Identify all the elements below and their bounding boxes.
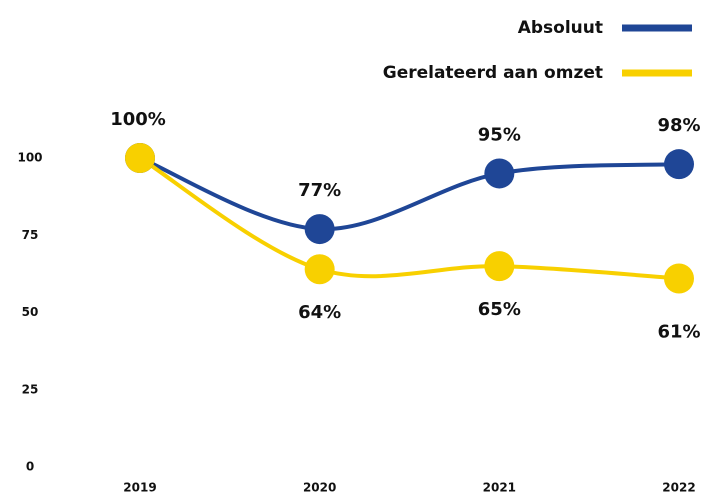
y-tick-label: 0 (26, 460, 34, 474)
data-label: 98% (657, 115, 700, 136)
data-label: 100% (110, 109, 166, 130)
series-line (139, 156, 680, 232)
data-point (484, 251, 515, 282)
y-tick-label: 50 (22, 305, 39, 319)
data-label: 95% (478, 124, 521, 145)
legend-label: Gerelateerd aan omzet (383, 63, 603, 83)
data-point (484, 158, 515, 189)
data-label: 64% (298, 302, 341, 323)
y-tick-label: 100 (17, 151, 42, 165)
series-line (138, 156, 680, 281)
data-label: 61% (657, 322, 700, 343)
x-tick-label: 2022 (662, 481, 695, 495)
data-point (664, 149, 694, 180)
legend-label: Absoluut (518, 18, 603, 38)
data-point (125, 143, 155, 173)
data-label: 77% (298, 180, 341, 201)
y-tick-label: 75 (22, 228, 39, 242)
data-point (304, 254, 335, 285)
data-label: 65% (478, 299, 521, 320)
data-point (664, 263, 694, 294)
y-tick-label: 25 (22, 382, 39, 396)
x-tick-label: 2021 (483, 481, 516, 495)
x-tick-label: 2019 (123, 481, 156, 495)
x-tick-label: 2020 (303, 481, 336, 495)
data-point (304, 214, 335, 245)
